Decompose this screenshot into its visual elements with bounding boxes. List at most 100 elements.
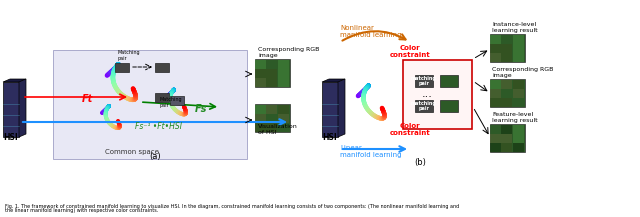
Point bbox=[362, 106, 372, 110]
Point bbox=[103, 105, 113, 108]
Point bbox=[360, 88, 370, 91]
Point bbox=[366, 111, 376, 115]
Point bbox=[378, 108, 388, 112]
Point bbox=[114, 122, 124, 125]
Point bbox=[358, 94, 369, 97]
Point bbox=[102, 118, 112, 121]
Point bbox=[100, 108, 111, 112]
Point bbox=[361, 87, 371, 90]
Point bbox=[358, 90, 368, 93]
Point bbox=[167, 90, 177, 93]
Point bbox=[168, 105, 178, 108]
Text: Visualization
of HSI: Visualization of HSI bbox=[258, 124, 298, 135]
Point bbox=[130, 91, 140, 95]
Point bbox=[115, 124, 125, 127]
Point bbox=[363, 85, 373, 88]
Point bbox=[356, 92, 366, 95]
Point bbox=[380, 114, 390, 118]
Point bbox=[111, 65, 122, 68]
Point bbox=[360, 103, 370, 107]
FancyBboxPatch shape bbox=[490, 98, 501, 107]
Point bbox=[100, 115, 111, 118]
Point bbox=[102, 73, 113, 77]
Point bbox=[175, 111, 185, 115]
Point bbox=[101, 109, 111, 113]
Point bbox=[104, 105, 114, 108]
FancyBboxPatch shape bbox=[440, 100, 458, 112]
Point bbox=[97, 111, 107, 115]
Point bbox=[125, 98, 136, 101]
Point bbox=[166, 102, 176, 105]
FancyBboxPatch shape bbox=[513, 53, 524, 62]
Point bbox=[113, 126, 124, 130]
Point bbox=[103, 120, 113, 123]
Point bbox=[166, 92, 177, 95]
Point bbox=[113, 62, 124, 66]
Point bbox=[108, 72, 118, 76]
Point bbox=[129, 89, 139, 93]
Point bbox=[360, 103, 370, 106]
Point bbox=[99, 109, 109, 112]
Point bbox=[165, 100, 175, 103]
Point bbox=[108, 73, 118, 77]
Point bbox=[113, 63, 123, 67]
Point bbox=[104, 104, 114, 108]
Point bbox=[113, 120, 124, 124]
Point bbox=[106, 71, 116, 74]
FancyBboxPatch shape bbox=[501, 125, 512, 134]
Point bbox=[161, 95, 172, 99]
Point bbox=[180, 109, 191, 113]
Point bbox=[109, 125, 119, 128]
Point bbox=[179, 105, 189, 108]
Point bbox=[110, 85, 120, 89]
Point bbox=[103, 73, 113, 76]
Point bbox=[380, 115, 390, 118]
Point bbox=[109, 84, 120, 87]
Point bbox=[109, 81, 119, 84]
Point bbox=[161, 96, 171, 99]
Text: (b): (b) bbox=[414, 158, 426, 167]
Polygon shape bbox=[338, 79, 345, 137]
Point bbox=[178, 112, 188, 116]
Point bbox=[118, 94, 128, 97]
Point bbox=[104, 121, 115, 125]
Point bbox=[108, 76, 118, 79]
Point bbox=[128, 87, 138, 90]
Point bbox=[113, 126, 124, 130]
Point bbox=[167, 104, 177, 107]
Point bbox=[168, 88, 179, 92]
Point bbox=[360, 104, 371, 107]
Point bbox=[360, 88, 370, 92]
Point bbox=[104, 104, 114, 108]
Point bbox=[379, 112, 389, 115]
Point bbox=[168, 89, 178, 93]
Point bbox=[103, 120, 113, 123]
Point bbox=[167, 90, 177, 94]
Point bbox=[354, 93, 364, 97]
FancyBboxPatch shape bbox=[490, 53, 501, 62]
FancyBboxPatch shape bbox=[490, 79, 525, 107]
Point bbox=[358, 93, 369, 97]
Point bbox=[102, 106, 113, 109]
Point bbox=[127, 98, 137, 102]
Point bbox=[104, 104, 114, 108]
Point bbox=[364, 84, 374, 87]
Point bbox=[114, 122, 124, 126]
Point bbox=[106, 123, 116, 127]
Point bbox=[103, 119, 113, 123]
Point bbox=[111, 65, 122, 68]
Point bbox=[121, 96, 131, 99]
Point bbox=[166, 101, 176, 105]
Point bbox=[376, 117, 386, 120]
Point bbox=[363, 84, 373, 88]
Point bbox=[109, 125, 120, 129]
Point bbox=[374, 116, 385, 120]
Point bbox=[180, 111, 191, 114]
Point bbox=[131, 94, 141, 97]
Point bbox=[108, 69, 118, 72]
Point bbox=[109, 69, 119, 72]
Point bbox=[130, 91, 140, 95]
Point bbox=[112, 63, 122, 67]
Point bbox=[167, 105, 177, 108]
Point bbox=[115, 125, 125, 129]
